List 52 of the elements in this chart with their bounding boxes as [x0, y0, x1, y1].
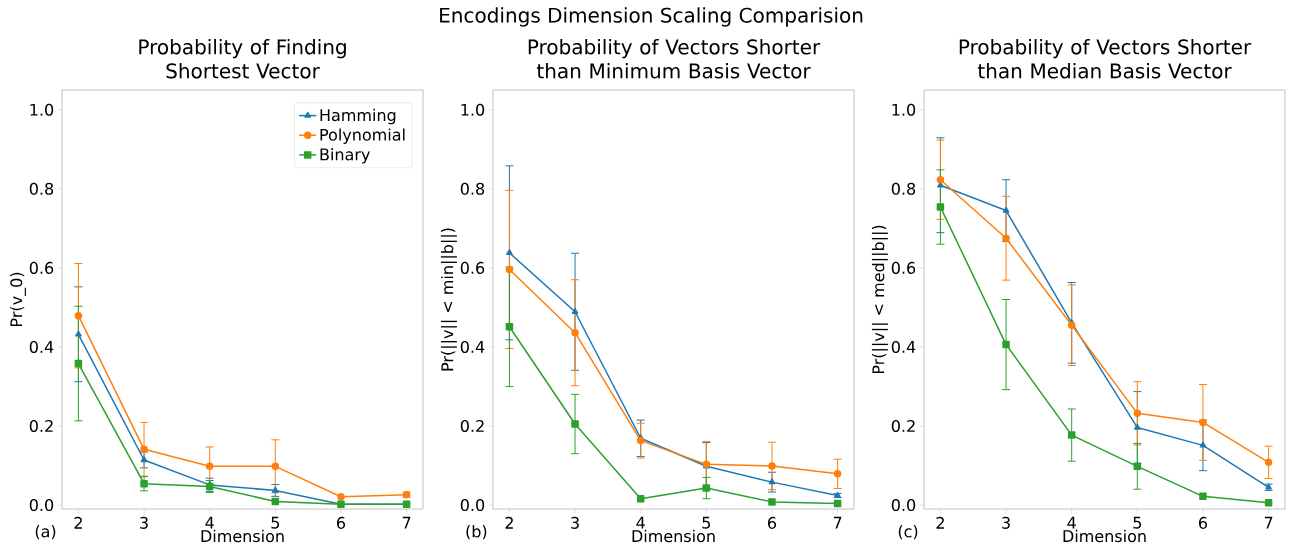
x-tick-label: 5 [1133, 516, 1142, 529]
legend-label: Binary [320, 148, 370, 164]
y-axis-title: Pr(v_0) [9, 272, 26, 326]
x-tick-label: 2 [74, 516, 82, 529]
chart-title: Probability of Finding Shortest Vector [139, 38, 346, 79]
y-tick-label: 0.0 [460, 499, 485, 512]
x-axis-title: Dimension [632, 529, 715, 543]
x-tick-label: 3 [140, 516, 148, 529]
x-tick-label: 7 [402, 516, 411, 529]
y-tick-label: 1.0 [461, 103, 485, 116]
y-tick-label: 0.2 [29, 419, 53, 433]
text: Encodings Dimension Scaling Comparision [440, 7, 863, 27]
legend-label: Hamming [320, 108, 396, 125]
x-tick-label: 6 [1198, 516, 1208, 529]
x-tick-label: 3 [1002, 516, 1010, 529]
x-tick-label: 4 [636, 516, 645, 529]
y-tick-label: 0.4 [460, 340, 485, 353]
text: (b) [466, 525, 487, 540]
y-tick-label: 0.8 [29, 182, 54, 195]
y-tick-label: 0.2 [460, 419, 484, 433]
y-tick-label: 0.0 [891, 499, 916, 512]
x-tick-label: 6 [767, 516, 777, 529]
y-tick-label: 0.6 [460, 261, 485, 274]
x-axis-title: Dimension [201, 529, 284, 543]
chart-title: Probability of Vectors Shorter than Median Basis Vector [959, 38, 1252, 79]
y-tick-label: 0.2 [891, 419, 915, 433]
y-tick-label: 0.6 [29, 261, 54, 274]
x-tick-label: 7 [1264, 516, 1273, 529]
y-tick-label: 0.8 [460, 182, 485, 195]
x-tick-label: 5 [702, 516, 711, 529]
y-tick-label: 1.0 [30, 103, 54, 116]
x-tick-label: 6 [336, 516, 346, 529]
x-axis-title: Dimension [1063, 529, 1146, 543]
x-tick-label: 2 [936, 516, 944, 529]
x-tick-label: 4 [1067, 516, 1076, 529]
y-tick-label: 1.0 [892, 103, 916, 116]
text: (c) [898, 525, 918, 540]
x-tick-label: 2 [505, 516, 513, 529]
x-tick-label: 3 [571, 516, 579, 529]
y-tick-label: 0.6 [891, 261, 916, 274]
x-tick-label: 5 [271, 516, 280, 529]
y-tick-label: 0.0 [29, 499, 54, 512]
legend-label: Polynomial [320, 128, 405, 144]
x-tick-label: 4 [205, 516, 214, 529]
text: (a) [35, 525, 56, 540]
y-tick-label: 0.8 [891, 182, 916, 195]
chart-title: Probability of Vectors Shorter than Minimum Basis Vector [528, 38, 821, 79]
y-tick-label: 0.4 [29, 340, 54, 353]
x-tick-label: 7 [833, 516, 842, 529]
y-axis-title: Pr(||v|| < min||b||) [440, 228, 457, 371]
y-axis-title: Pr(||v|| < med||b||) [871, 225, 888, 374]
y-tick-label: 0.4 [891, 340, 916, 353]
